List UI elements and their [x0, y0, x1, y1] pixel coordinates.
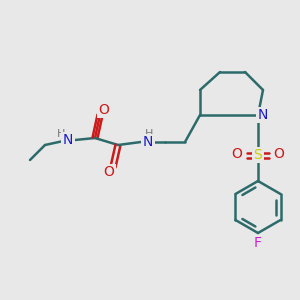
- Text: N: N: [143, 135, 153, 149]
- Text: N: N: [258, 108, 268, 122]
- Text: O: O: [103, 165, 114, 179]
- Text: H: H: [145, 129, 153, 139]
- Text: O: O: [99, 103, 110, 117]
- Text: F: F: [254, 236, 262, 250]
- Text: S: S: [254, 148, 262, 162]
- Text: O: O: [232, 147, 242, 161]
- Text: H: H: [57, 129, 65, 139]
- Text: O: O: [274, 147, 284, 161]
- Text: N: N: [63, 133, 73, 147]
